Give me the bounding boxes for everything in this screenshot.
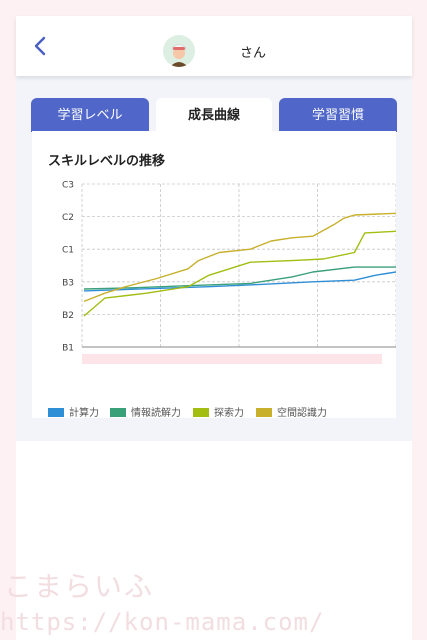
legend-label: 空間認識力 — [277, 408, 327, 419]
y-tick-label: B2 — [62, 311, 74, 321]
header-bar: さん — [16, 16, 412, 76]
y-tick-label: C3 — [62, 181, 74, 191]
legend-item: 計算力 — [48, 404, 99, 419]
tab-growth-curve[interactable]: 成長曲線 — [156, 98, 272, 132]
tab-learning-habits[interactable]: 学習習慣 — [279, 98, 397, 132]
legend-item: 探索力 — [193, 404, 244, 419]
chevron-left-icon — [34, 36, 46, 56]
y-tick-label: C2 — [62, 213, 74, 223]
app-window: さん 学習レベル 成長曲線 学習習慣 スキルレベルの推移 B1 B2 B3 C1 C2 C… — [16, 16, 412, 640]
legend-label: 探索力 — [214, 408, 244, 419]
y-tick-label: B3 — [62, 278, 74, 288]
series-line — [83, 212, 396, 303]
child-name: さん — [240, 46, 267, 61]
tab-learning-level[interactable]: 学習レベル — [31, 98, 149, 132]
legend-item: 情報読解力 — [110, 404, 181, 419]
watermark-url: https://kon-mama.com/ — [0, 608, 325, 636]
back-button[interactable] — [30, 34, 52, 58]
series-line — [83, 271, 396, 292]
legend-item: 空間認識力 — [256, 404, 327, 419]
chart-card: スキルレベルの推移 B1 B2 B3 C1 C2 C3 計算力 情報読解力 探索力 空間認識力 — [32, 131, 396, 419]
x-axis-label-band — [82, 354, 382, 364]
series-line — [83, 266, 396, 290]
chart-title: スキルレベルの推移 — [48, 154, 166, 169]
y-tick-label: B1 — [62, 344, 74, 354]
y-tick-label: C1 — [62, 246, 74, 256]
legend-swatch — [110, 408, 126, 417]
series-line — [83, 230, 396, 317]
legend-label: 計算力 — [69, 408, 99, 419]
skill-level-chart: B1 B2 B3 C1 C2 C3 — [62, 181, 396, 364]
watermark-logo: こまらいふ — [4, 570, 155, 603]
legend-swatch — [256, 408, 272, 417]
legend-swatch — [193, 408, 209, 417]
legend-label: 情報読解力 — [131, 408, 181, 419]
legend-swatch — [48, 408, 64, 417]
child-avatar-icon — [163, 35, 195, 67]
